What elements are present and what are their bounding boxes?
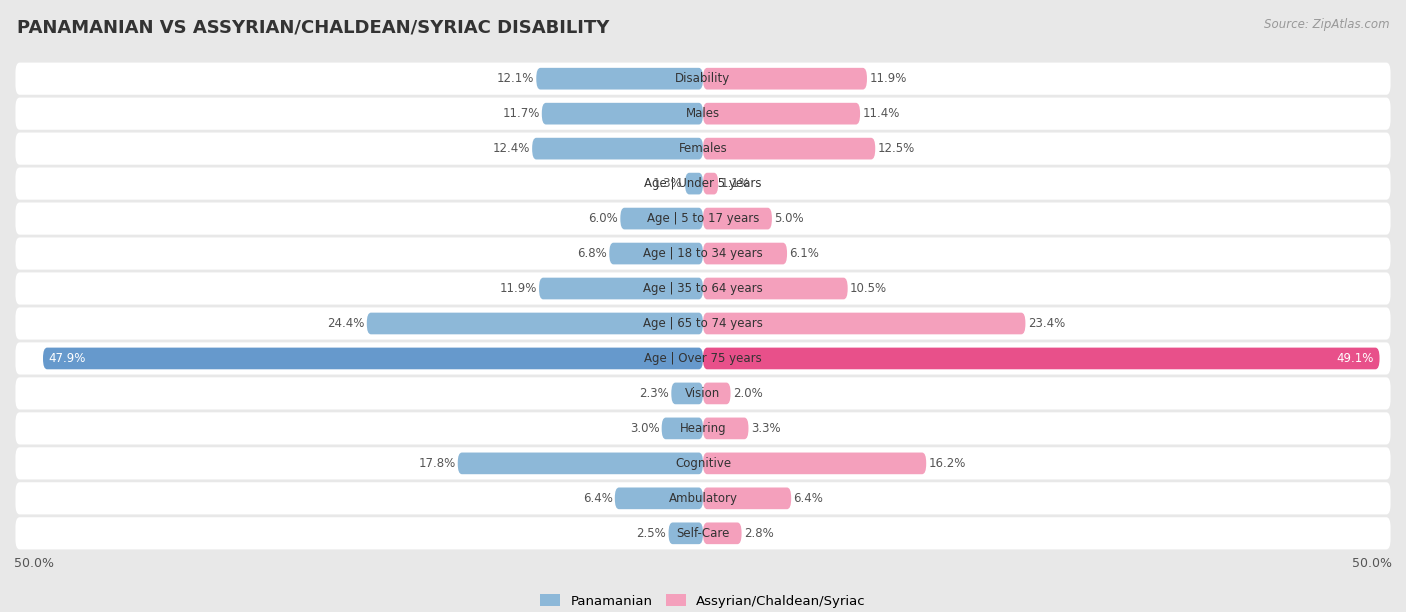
Text: 5.0%: 5.0%: [775, 212, 804, 225]
FancyBboxPatch shape: [620, 207, 703, 230]
FancyBboxPatch shape: [685, 173, 703, 195]
FancyBboxPatch shape: [703, 488, 792, 509]
FancyBboxPatch shape: [15, 412, 1391, 444]
Text: 1.1%: 1.1%: [720, 177, 751, 190]
FancyBboxPatch shape: [15, 378, 1391, 409]
FancyBboxPatch shape: [669, 523, 703, 544]
Text: 12.5%: 12.5%: [877, 142, 915, 155]
Text: 2.0%: 2.0%: [733, 387, 762, 400]
Text: 3.3%: 3.3%: [751, 422, 780, 435]
FancyBboxPatch shape: [703, 243, 787, 264]
FancyBboxPatch shape: [703, 138, 875, 160]
FancyBboxPatch shape: [15, 272, 1391, 305]
Text: Self-Care: Self-Care: [676, 527, 730, 540]
FancyBboxPatch shape: [703, 313, 1025, 334]
FancyBboxPatch shape: [15, 168, 1391, 200]
FancyBboxPatch shape: [703, 348, 1379, 369]
FancyBboxPatch shape: [536, 68, 703, 89]
FancyBboxPatch shape: [609, 243, 703, 264]
Text: 50.0%: 50.0%: [14, 557, 53, 570]
FancyBboxPatch shape: [703, 68, 868, 89]
Text: Females: Females: [679, 142, 727, 155]
Text: 16.2%: 16.2%: [928, 457, 966, 470]
Text: Source: ZipAtlas.com: Source: ZipAtlas.com: [1264, 18, 1389, 31]
Text: 50.0%: 50.0%: [1353, 557, 1392, 570]
Text: 49.1%: 49.1%: [1337, 352, 1374, 365]
FancyBboxPatch shape: [15, 517, 1391, 550]
Text: 2.3%: 2.3%: [640, 387, 669, 400]
Text: 10.5%: 10.5%: [849, 282, 887, 295]
Text: Males: Males: [686, 107, 720, 120]
FancyBboxPatch shape: [15, 237, 1391, 270]
FancyBboxPatch shape: [614, 488, 703, 509]
FancyBboxPatch shape: [703, 452, 927, 474]
Text: 1.3%: 1.3%: [654, 177, 683, 190]
Text: 3.0%: 3.0%: [630, 422, 659, 435]
FancyBboxPatch shape: [703, 382, 731, 405]
FancyBboxPatch shape: [15, 62, 1391, 95]
Text: 6.0%: 6.0%: [588, 212, 619, 225]
Text: Ambulatory: Ambulatory: [668, 492, 738, 505]
Text: Age | Over 75 years: Age | Over 75 years: [644, 352, 762, 365]
Text: Age | 35 to 64 years: Age | 35 to 64 years: [643, 282, 763, 295]
FancyBboxPatch shape: [15, 133, 1391, 165]
Text: 11.7%: 11.7%: [502, 107, 540, 120]
Text: 6.8%: 6.8%: [578, 247, 607, 260]
FancyBboxPatch shape: [367, 313, 703, 334]
FancyBboxPatch shape: [703, 278, 848, 299]
Text: Cognitive: Cognitive: [675, 457, 731, 470]
Text: 11.4%: 11.4%: [862, 107, 900, 120]
Text: Age | Under 5 years: Age | Under 5 years: [644, 177, 762, 190]
FancyBboxPatch shape: [15, 482, 1391, 515]
FancyBboxPatch shape: [15, 307, 1391, 340]
FancyBboxPatch shape: [671, 382, 703, 405]
FancyBboxPatch shape: [703, 417, 748, 439]
FancyBboxPatch shape: [662, 417, 703, 439]
Text: 23.4%: 23.4%: [1028, 317, 1064, 330]
Text: 6.4%: 6.4%: [793, 492, 824, 505]
Text: Age | 5 to 17 years: Age | 5 to 17 years: [647, 212, 759, 225]
FancyBboxPatch shape: [15, 203, 1391, 234]
Text: Age | 18 to 34 years: Age | 18 to 34 years: [643, 247, 763, 260]
Text: 2.5%: 2.5%: [637, 527, 666, 540]
FancyBboxPatch shape: [531, 138, 703, 160]
FancyBboxPatch shape: [538, 278, 703, 299]
Text: PANAMANIAN VS ASSYRIAN/CHALDEAN/SYRIAC DISABILITY: PANAMANIAN VS ASSYRIAN/CHALDEAN/SYRIAC D…: [17, 18, 609, 36]
Text: 47.9%: 47.9%: [48, 352, 86, 365]
FancyBboxPatch shape: [541, 103, 703, 124]
Text: 12.4%: 12.4%: [492, 142, 530, 155]
Text: Vision: Vision: [685, 387, 721, 400]
Text: Disability: Disability: [675, 72, 731, 85]
Text: 17.8%: 17.8%: [418, 457, 456, 470]
Text: Hearing: Hearing: [679, 422, 727, 435]
FancyBboxPatch shape: [15, 342, 1391, 375]
Text: 2.8%: 2.8%: [744, 527, 773, 540]
Legend: Panamanian, Assyrian/Chaldean/Syriac: Panamanian, Assyrian/Chaldean/Syriac: [540, 594, 866, 608]
FancyBboxPatch shape: [15, 97, 1391, 130]
FancyBboxPatch shape: [703, 173, 718, 195]
Text: 24.4%: 24.4%: [328, 317, 364, 330]
FancyBboxPatch shape: [458, 452, 703, 474]
Text: 12.1%: 12.1%: [496, 72, 534, 85]
FancyBboxPatch shape: [44, 348, 703, 369]
FancyBboxPatch shape: [15, 447, 1391, 479]
FancyBboxPatch shape: [703, 207, 772, 230]
Text: 11.9%: 11.9%: [499, 282, 537, 295]
FancyBboxPatch shape: [703, 103, 860, 124]
Text: Age | 65 to 74 years: Age | 65 to 74 years: [643, 317, 763, 330]
FancyBboxPatch shape: [703, 523, 741, 544]
Text: 6.1%: 6.1%: [789, 247, 820, 260]
Text: 11.9%: 11.9%: [869, 72, 907, 85]
Text: 6.4%: 6.4%: [582, 492, 613, 505]
